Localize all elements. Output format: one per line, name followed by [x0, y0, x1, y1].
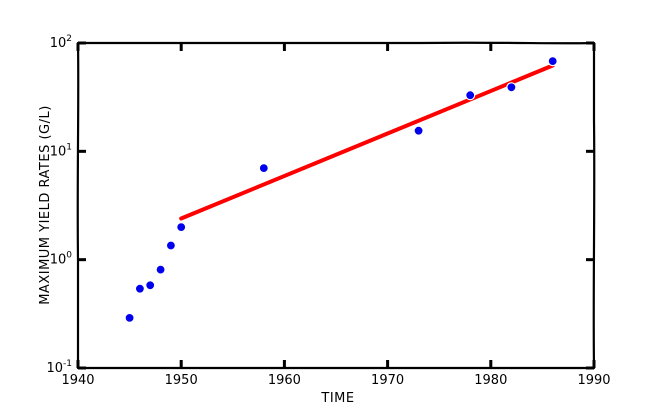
fit-line [179, 63, 555, 221]
data-point [176, 222, 187, 233]
data-point [413, 125, 424, 136]
data-point [165, 240, 176, 251]
y-axis-title: MAXIMUM YIELD RATES (G/L) [38, 105, 53, 305]
x-axis-title: TIME [320, 391, 354, 406]
x-axis-ticks: 1940 1950 1960 1970 1980 1990 [61, 43, 611, 388]
data-point [155, 264, 166, 275]
data-point [124, 312, 135, 323]
data-point [134, 283, 145, 294]
x-tick-label: 1950 [165, 373, 198, 388]
fit-line-layer [177, 61, 557, 223]
x-tick-label: 1940 [61, 373, 94, 388]
y-axis-ticks: 10-1 100 101 102 [46, 34, 594, 376]
data-point [506, 82, 517, 93]
plot-frame [76, 41, 596, 370]
x-tick-label: 1990 [577, 373, 610, 388]
data-point [145, 280, 156, 291]
y-tick-label: 102 [50, 34, 72, 51]
data-point [547, 55, 558, 67]
x-tick-label: 1960 [268, 373, 301, 388]
data-point [258, 163, 269, 174]
y-tick-label: 100 [50, 251, 73, 268]
y-tick-label: 10-1 [46, 359, 72, 376]
x-tick-label: 1980 [474, 373, 507, 388]
data-points-layer [124, 55, 558, 323]
data-point [465, 90, 476, 101]
x-tick-label: 1970 [371, 373, 404, 388]
y-tick-label: 101 [50, 142, 72, 159]
